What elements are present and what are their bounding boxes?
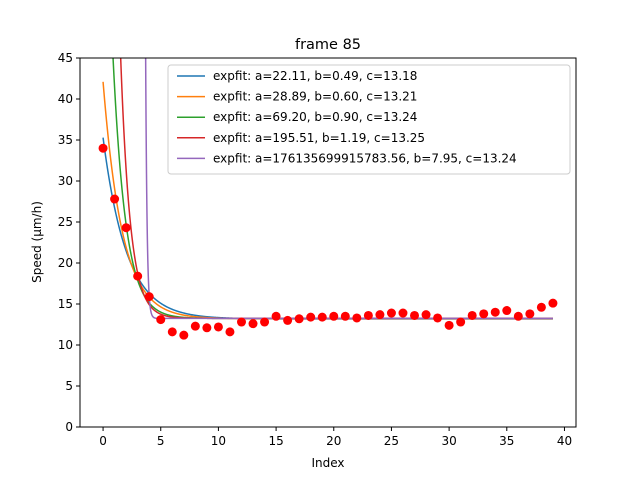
y-tick-label: 20	[58, 256, 73, 270]
data-point	[167, 327, 177, 337]
data-point	[513, 311, 523, 321]
x-tick-label: 0	[99, 434, 107, 448]
legend-label: expfit: a=22.11, b=0.49, c=13.18	[213, 69, 417, 83]
data-point	[352, 313, 362, 323]
data-point	[225, 327, 235, 337]
data-point	[502, 306, 512, 316]
data-point	[444, 320, 454, 330]
x-tick-label: 35	[499, 434, 514, 448]
data-point	[386, 308, 396, 318]
data-point	[467, 310, 477, 320]
data-point	[490, 307, 500, 317]
legend-label: expfit: a=176135699915783.56, b=7.95, c=…	[213, 151, 517, 165]
x-tick-label: 15	[268, 434, 283, 448]
y-axis-label: Speed (μm/h)	[30, 201, 44, 283]
y-tick-label: 0	[65, 420, 73, 434]
y-tick-label: 35	[58, 133, 73, 147]
x-tick-label: 25	[384, 434, 399, 448]
data-point	[479, 309, 489, 319]
data-points	[98, 143, 558, 340]
data-point	[329, 311, 339, 321]
data-point	[306, 312, 316, 322]
data-point	[283, 315, 293, 325]
legend-label: expfit: a=69.20, b=0.90, c=13.24	[213, 110, 417, 124]
chart-title: frame 85	[295, 37, 361, 53]
legend-label: expfit: a=195.51, b=1.19, c=13.25	[213, 131, 425, 145]
data-point	[421, 310, 431, 320]
x-tick-label: 5	[157, 434, 165, 448]
x-tick-label: 20	[326, 434, 341, 448]
data-point	[410, 310, 420, 320]
data-point	[260, 317, 270, 327]
data-point	[271, 311, 281, 321]
data-point	[317, 312, 327, 322]
data-point	[248, 319, 258, 329]
data-point	[202, 323, 212, 333]
data-point	[548, 298, 558, 308]
data-point	[525, 309, 535, 319]
y-tick-label: 25	[58, 215, 73, 229]
y-tick-label: 40	[58, 92, 73, 106]
data-point	[144, 292, 154, 302]
data-point	[179, 330, 189, 340]
legend: expfit: a=22.11, b=0.49, c=13.18 expfit: …	[167, 64, 571, 175]
data-point	[294, 314, 304, 324]
data-point	[363, 310, 373, 320]
fit-curve-5	[144, 58, 553, 320]
data-point	[340, 311, 350, 321]
data-point	[133, 271, 143, 281]
data-point	[536, 302, 546, 312]
y-tick-label: 45	[58, 51, 73, 65]
data-point	[433, 313, 443, 323]
x-axis-ticks: 0 5 10 15 20 25 30 35 40	[99, 427, 572, 448]
data-point	[456, 317, 466, 327]
y-tick-label: 30	[58, 174, 73, 188]
data-point	[236, 317, 246, 327]
data-point	[190, 321, 200, 331]
x-tick-label: 40	[557, 434, 572, 448]
data-point	[121, 223, 131, 233]
y-tick-label: 5	[65, 379, 73, 393]
y-tick-label: 10	[58, 338, 73, 352]
data-point	[98, 143, 108, 153]
plot-frame	[79, 57, 577, 428]
legend-box	[167, 64, 571, 175]
data-point	[375, 310, 385, 320]
x-tick-label: 30	[441, 434, 456, 448]
legend-label: expfit: a=28.89, b=0.60, c=13.21	[213, 90, 417, 104]
data-point	[110, 194, 120, 204]
x-tick-label: 10	[211, 434, 226, 448]
data-point	[213, 322, 223, 332]
data-point	[398, 308, 408, 318]
data-point	[156, 315, 166, 325]
x-axis-label: Index	[311, 456, 344, 470]
y-tick-label: 15	[58, 297, 73, 311]
y-axis-ticks: 0 5 10 15 20 25 30 35 40 45	[58, 51, 80, 434]
fit-curves	[102, 58, 553, 320]
